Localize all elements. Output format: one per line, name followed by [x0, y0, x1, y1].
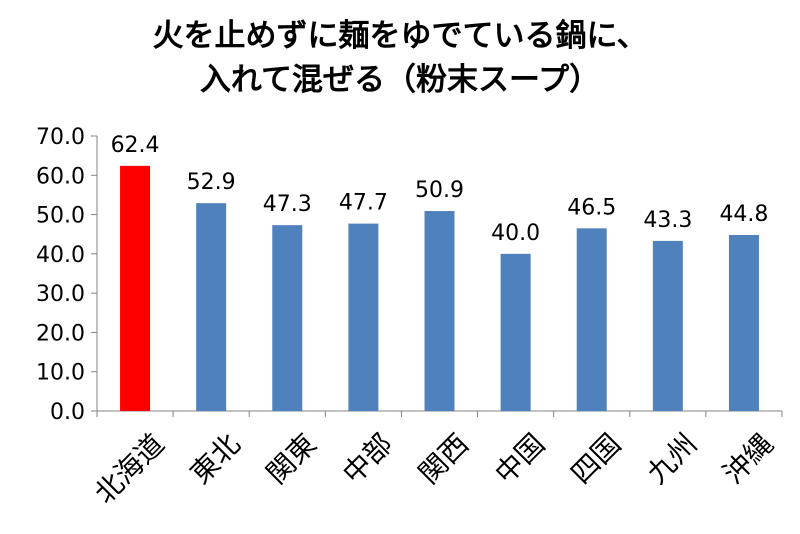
y-tick-label: 40.0 [36, 243, 85, 268]
bar [424, 211, 455, 411]
x-category-label: 四国 [564, 427, 627, 490]
x-axis: 北海道 東北 関東 中部 関西 中国 四国 九州 沖縄 [88, 410, 783, 510]
bar-value-label: 46.5 [567, 195, 616, 220]
chart-title-line-1: 火を止めずに麺をゆでている鍋に、 [152, 18, 648, 54]
x-category-label: 北海道 [88, 427, 171, 510]
y-axis: 0.0 10.0 20.0 30.0 40.0 50.0 60.0 70.0 [36, 125, 98, 425]
x-category-label: 中部 [336, 427, 399, 490]
chart-title: 火を止めずに麺をゆでている鍋に、 入れて混ぜる（粉末スープ） [0, 14, 800, 102]
bar [120, 165, 151, 411]
bar-value-label: 40.0 [491, 221, 540, 246]
bars [120, 165, 759, 411]
bar [196, 203, 227, 411]
bar-value-label: 44.8 [719, 202, 768, 227]
bar [728, 235, 759, 411]
bar-value-label: 47.7 [339, 191, 388, 216]
bar-value-label: 43.3 [643, 208, 692, 233]
chart-title-line-2: 入れて混ぜる（粉末スープ） [199, 62, 601, 98]
x-category-label: 沖縄 [717, 427, 780, 490]
x-category-label: 九州 [641, 427, 704, 490]
bar [652, 240, 683, 411]
y-tick-label: 10.0 [36, 361, 85, 386]
value-labels: 62.4 52.9 47.3 47.7 50.9 40.0 46.5 43.3 44.8 [111, 133, 769, 246]
x-category-label: 中国 [488, 427, 551, 490]
bar-value-label: 52.9 [187, 170, 236, 195]
bar [576, 228, 607, 411]
bar-value-label: 50.9 [415, 178, 464, 203]
bar [500, 253, 531, 411]
y-tick-label: 70.0 [36, 125, 85, 150]
x-category-label: 関西 [412, 427, 475, 490]
y-tick-label: 20.0 [36, 321, 85, 346]
x-category-label: 関東 [260, 427, 323, 490]
bar [348, 223, 379, 411]
y-tick-label: 50.0 [36, 204, 85, 229]
bar-value-label: 47.3 [263, 192, 312, 217]
x-category-label: 東北 [184, 427, 247, 490]
y-tick-label: 30.0 [36, 282, 85, 307]
y-tick-label: 60.0 [36, 164, 85, 189]
bar [272, 225, 303, 411]
bar-value-label: 62.4 [111, 133, 160, 158]
y-tick-label: 0.0 [50, 400, 85, 425]
